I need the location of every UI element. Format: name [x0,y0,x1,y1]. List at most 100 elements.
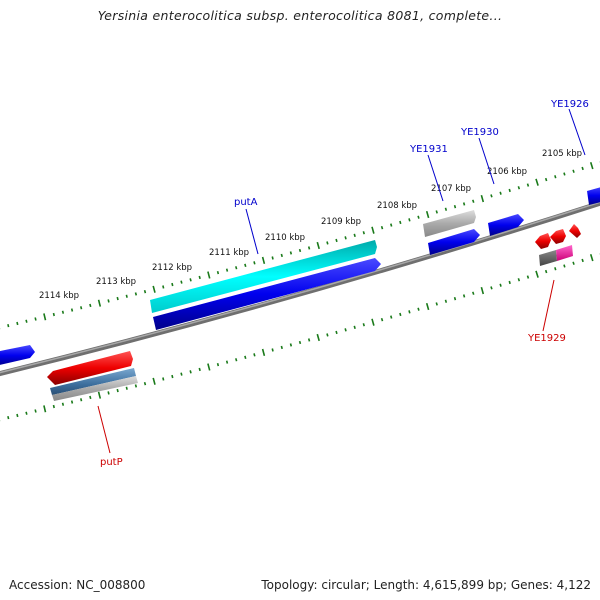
scale-tick [261,256,266,265]
scale-tick [70,308,74,312]
tick-label-2112: 2112 kbp [152,263,192,273]
putP-cds[interactable] [47,351,133,385]
scale-tick [335,238,338,243]
YE1931-cds[interactable] [428,229,480,255]
scale-tick [390,315,393,319]
scale-tick [271,348,274,352]
scale-tick [134,292,138,296]
putA-feature[interactable] [150,240,377,313]
scale-tick [298,340,302,345]
scale-tick [235,358,238,362]
scale-tick [152,285,156,293]
scale-tick [116,296,119,301]
scale-tick [253,353,256,357]
scale-tick [544,269,548,274]
scale-tick [344,328,347,332]
scale-tick [80,306,83,310]
YE1926-label[interactable]: YE1926 [550,99,589,110]
YE1930-cds[interactable] [488,214,524,236]
scale-tick [89,395,92,400]
YE1929-cds-b[interactable] [550,229,566,244]
scale-tick [480,286,485,295]
scale-labels: 2105 kbp 2106 kbp 2107 kbp 2108 kbp 2109… [39,149,582,301]
YE1929-feature-pink[interactable] [556,245,573,261]
tick-label-2109: 2109 kbp [321,217,361,227]
YE1931-feature[interactable] [423,210,476,237]
scale-tick [216,271,220,275]
putP-label[interactable]: putP [100,457,123,468]
scale-tick [125,294,128,298]
scale-tick [408,310,411,314]
putA-label[interactable]: putA [234,197,258,208]
tick-label-2114: 2114 kbp [39,291,79,301]
scale-tick [362,231,365,235]
scale-tick [107,299,110,303]
YE1926-cds[interactable] [587,186,600,205]
scale-tick [143,381,147,386]
scale-tick [316,333,320,342]
scale-tick [417,307,420,311]
gene-feature-blue-left[interactable] [0,345,35,366]
scale-tick [517,278,521,282]
scale-tick [371,226,375,234]
scale-tick [526,183,530,187]
scale-tick [472,291,475,295]
scale-tick [125,386,128,390]
scale-tick [70,400,74,404]
scale-tick [380,317,384,322]
scale-tick [171,282,174,287]
scale-tick [180,280,183,284]
tick-label-2105: 2105 kbp [542,149,582,159]
scale-tick [116,388,119,393]
scale-tick [235,266,238,270]
scale-tick [61,402,65,406]
scale-tick [535,178,539,186]
YE1929-cds-c[interactable] [569,224,581,238]
tick-label-2106: 2106 kbp [487,167,527,177]
putA-cds[interactable] [153,258,381,330]
scale-tick [171,374,174,379]
scale-tick [408,218,411,222]
YE1929-label[interactable]: YE1929 [527,333,566,344]
scale-tick [261,348,266,357]
tick-label-2108: 2108 kbp [377,201,417,211]
putP-gene-band [52,376,138,401]
scale-tick [189,370,192,374]
scale-tick [316,241,320,250]
scale-tick [271,256,274,260]
scale-tick [435,210,438,214]
scale-tick [225,268,229,272]
scale-tick [52,404,55,409]
scale-tick [399,312,402,317]
scale-tick [499,283,502,287]
outer-scale-ring [0,161,600,330]
scale-tick [97,299,102,307]
YE1929-cds-a[interactable] [535,233,551,249]
tick-label-2111: 2111 kbp [209,248,249,258]
scale-tick [572,169,575,173]
YE1930-label[interactable]: YE1930 [460,127,499,138]
scale-tick [52,312,55,317]
scale-tick [34,409,37,413]
accession-text: Accession: NC_008800 [9,578,146,592]
scale-tick [162,285,165,289]
scale-tick [107,391,110,395]
scale-tick [499,191,502,195]
backbone [0,200,600,377]
scale-tick [280,253,283,258]
YE1931-label[interactable]: YE1931 [409,144,448,155]
scale-tick [207,363,211,371]
scale-tick [298,248,302,253]
YE1926-leader [568,108,586,156]
map-title: Yersinia enterocolitica subsp. enterocol… [97,8,503,23]
scale-tick [589,162,594,170]
scale-tick [444,299,448,303]
YE1929-leader [542,279,555,332]
scale-tick [380,225,384,230]
scale-tick [435,302,438,306]
putP-feature[interactable] [50,368,136,395]
scale-tick [326,241,329,245]
scale-tick [444,207,448,211]
YE1930-leader [478,137,495,185]
YE1929-feature-dark[interactable] [539,250,557,266]
